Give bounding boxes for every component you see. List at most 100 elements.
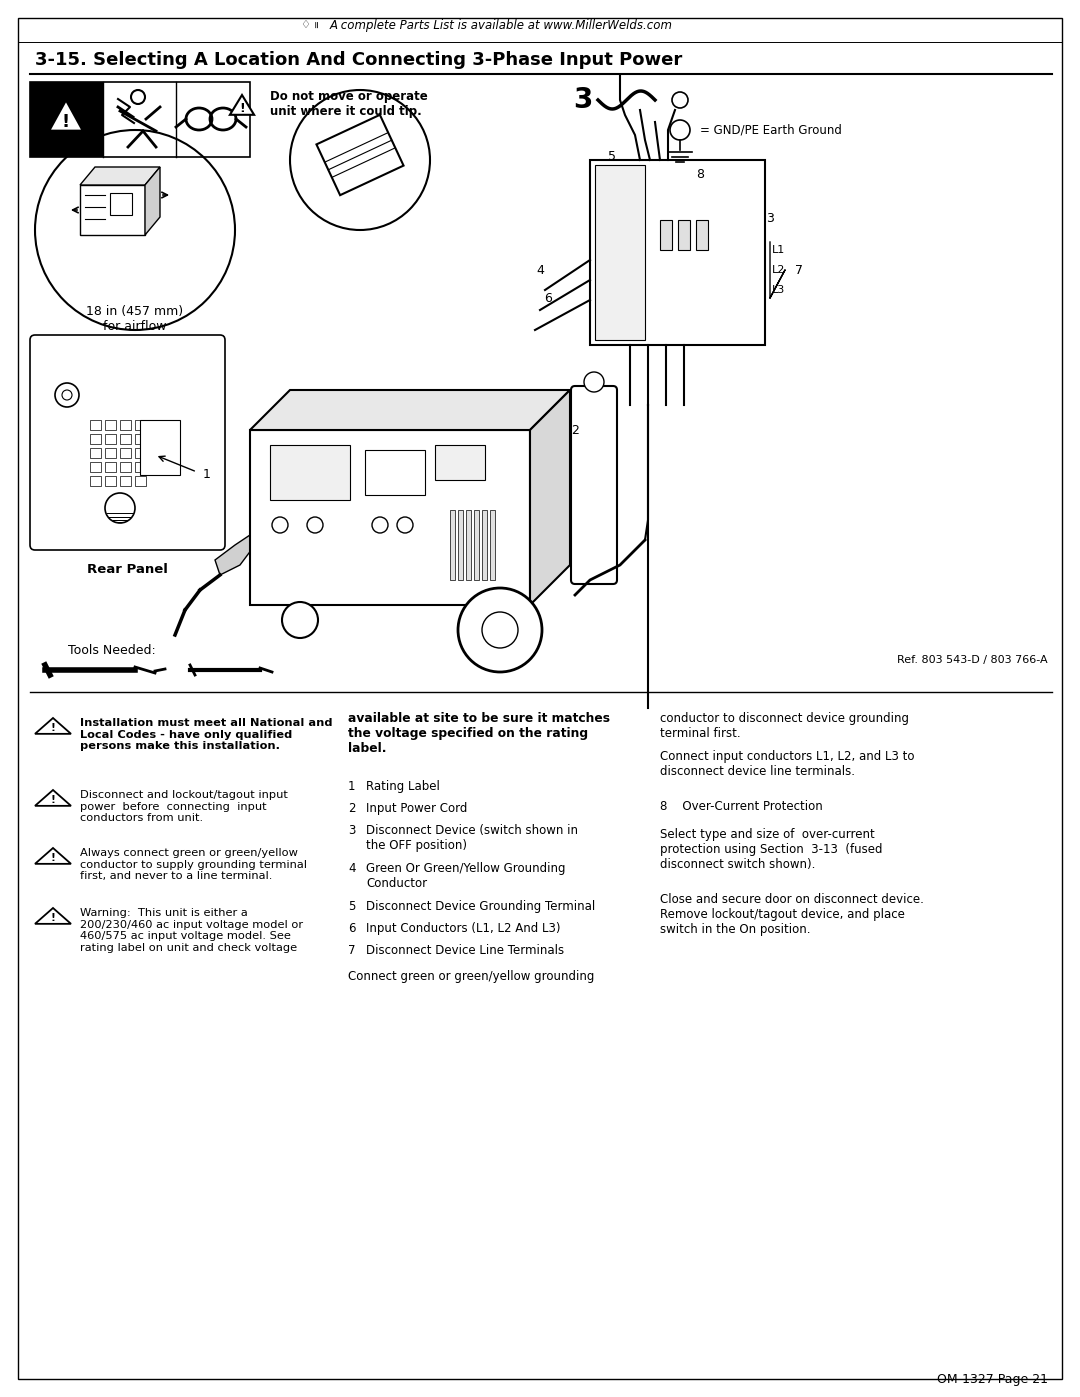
- Text: Close and secure door on disconnect device.
Remove lockout/tagout device, and pl: Close and secure door on disconnect devi…: [660, 893, 923, 936]
- Bar: [105, 448, 116, 458]
- Text: !: !: [239, 102, 245, 116]
- Text: 8    Over-Current Protection: 8 Over-Current Protection: [660, 800, 823, 813]
- Text: A complete Parts List is available at www.MillerWelds.com: A complete Parts List is available at ww…: [330, 18, 673, 32]
- Bar: [249, 430, 530, 605]
- Bar: [450, 510, 455, 580]
- Circle shape: [282, 602, 318, 638]
- Circle shape: [482, 612, 518, 648]
- Text: Connect green or green/yellow grounding: Connect green or green/yellow grounding: [348, 970, 594, 983]
- Text: Disconnect Device (switch shown in
the OFF position): Disconnect Device (switch shown in the O…: [366, 824, 578, 852]
- Text: 1: 1: [203, 468, 211, 482]
- Bar: [135, 420, 146, 430]
- Text: 2: 2: [348, 802, 355, 814]
- Polygon shape: [53, 105, 79, 129]
- Text: Input Conductors (L1, L2 And L3): Input Conductors (L1, L2 And L3): [366, 922, 561, 935]
- Bar: [135, 462, 146, 472]
- Text: 1: 1: [348, 780, 355, 793]
- Bar: [120, 476, 131, 486]
- Text: = GND/PE Earth Ground: = GND/PE Earth Ground: [700, 123, 842, 137]
- Bar: [105, 462, 116, 472]
- Bar: [90, 434, 102, 444]
- Polygon shape: [249, 390, 570, 430]
- Bar: [30, 82, 249, 156]
- Bar: [120, 434, 131, 444]
- Bar: [80, 184, 145, 235]
- Text: Ref. 803 543-D / 803 766-A: Ref. 803 543-D / 803 766-A: [897, 655, 1048, 665]
- Text: 18 in (457 mm)
for airflow: 18 in (457 mm) for airflow: [86, 305, 184, 332]
- Bar: [105, 476, 116, 486]
- Text: Rear Panel: Rear Panel: [86, 563, 167, 576]
- Circle shape: [584, 372, 604, 393]
- Bar: [120, 462, 131, 472]
- Text: Select type and size of  over-current
protection using Section  3-13  (fused
dis: Select type and size of over-current pro…: [660, 828, 882, 870]
- Bar: [90, 462, 102, 472]
- Polygon shape: [80, 168, 160, 184]
- Text: Rating Label: Rating Label: [366, 780, 440, 793]
- Bar: [105, 434, 116, 444]
- Bar: [90, 476, 102, 486]
- Polygon shape: [316, 115, 404, 196]
- Bar: [140, 420, 180, 475]
- Text: 7: 7: [795, 264, 804, 277]
- Bar: [135, 434, 146, 444]
- Text: L1: L1: [772, 244, 785, 256]
- Polygon shape: [230, 95, 254, 115]
- Bar: [482, 510, 487, 580]
- Text: ♢: ♢: [300, 20, 310, 29]
- Text: 3: 3: [573, 87, 593, 115]
- Text: Connect input conductors L1, L2, and L3 to
disconnect device line terminals.: Connect input conductors L1, L2, and L3 …: [660, 750, 915, 778]
- Text: Tools Needed:: Tools Needed:: [68, 644, 156, 657]
- Bar: [458, 510, 463, 580]
- Polygon shape: [145, 168, 160, 235]
- Text: Disconnect Device Line Terminals: Disconnect Device Line Terminals: [366, 944, 564, 957]
- Text: L2: L2: [772, 265, 785, 275]
- Bar: [270, 446, 350, 500]
- Text: !: !: [62, 113, 70, 131]
- Text: 5: 5: [348, 900, 355, 914]
- Text: Disconnect and lockout/tagout input
power  before  connecting  input
conductors : Disconnect and lockout/tagout input powe…: [80, 789, 288, 823]
- Text: 3: 3: [766, 211, 774, 225]
- Bar: [30, 82, 103, 156]
- Bar: [678, 219, 690, 250]
- Text: 6: 6: [348, 922, 355, 935]
- Bar: [465, 510, 471, 580]
- Polygon shape: [35, 908, 71, 923]
- Text: Warning:  This unit is either a
200/230/460 ac input voltage model or
460/575 ac: Warning: This unit is either a 200/230/4…: [80, 908, 303, 953]
- Bar: [120, 420, 131, 430]
- Bar: [120, 448, 131, 458]
- Bar: [435, 446, 485, 481]
- Bar: [105, 420, 116, 430]
- Text: available at site to be sure it matches
the voltage specified on the rating
labe: available at site to be sure it matches …: [348, 712, 610, 754]
- Text: !: !: [51, 795, 55, 805]
- Text: 7: 7: [348, 944, 355, 957]
- Text: 4: 4: [348, 862, 355, 875]
- Polygon shape: [530, 390, 570, 605]
- Text: !: !: [51, 854, 55, 863]
- Text: !: !: [51, 724, 55, 733]
- Bar: [595, 165, 645, 339]
- Bar: [135, 476, 146, 486]
- Text: OM-1327 Page 21: OM-1327 Page 21: [937, 1373, 1048, 1386]
- Polygon shape: [35, 848, 71, 863]
- Text: 6: 6: [544, 292, 552, 305]
- Bar: [590, 161, 765, 345]
- Text: 3: 3: [348, 824, 355, 837]
- FancyBboxPatch shape: [30, 335, 225, 550]
- FancyBboxPatch shape: [571, 386, 617, 584]
- Polygon shape: [35, 789, 71, 806]
- Text: 2: 2: [571, 423, 579, 436]
- Bar: [696, 219, 708, 250]
- Bar: [490, 510, 495, 580]
- Polygon shape: [215, 535, 255, 576]
- Text: !: !: [51, 914, 55, 923]
- Bar: [90, 420, 102, 430]
- Text: 4: 4: [536, 264, 544, 277]
- Bar: [110, 193, 132, 215]
- Text: Disconnect Device Grounding Terminal: Disconnect Device Grounding Terminal: [366, 900, 595, 914]
- Text: conductor to disconnect device grounding
terminal first.: conductor to disconnect device grounding…: [660, 712, 909, 740]
- Circle shape: [458, 588, 542, 672]
- Text: Input Power Cord: Input Power Cord: [366, 802, 468, 814]
- Bar: [365, 450, 426, 495]
- Text: 5: 5: [608, 149, 616, 162]
- Bar: [135, 448, 146, 458]
